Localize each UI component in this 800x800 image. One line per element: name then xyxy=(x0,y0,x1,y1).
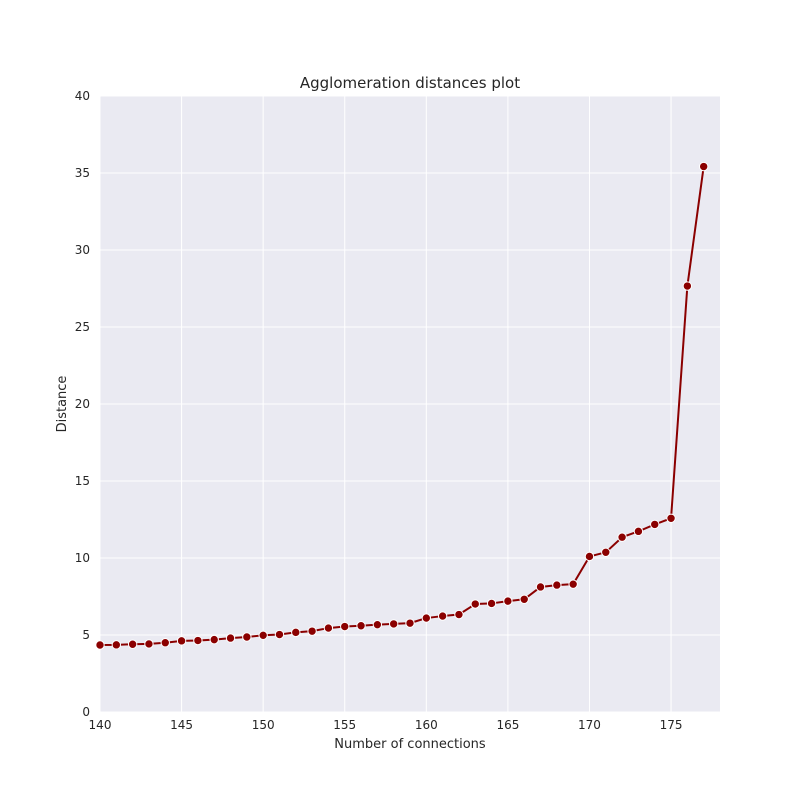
data-point xyxy=(307,626,317,636)
x-tick-label: 145 xyxy=(170,718,193,732)
data-point xyxy=(486,598,497,609)
x-axis-label: Number of connections xyxy=(334,737,486,752)
y-tick-labels: 0 5 10 15 20 25 30 35 40 xyxy=(75,89,90,719)
data-point xyxy=(405,618,415,628)
data-point xyxy=(258,630,268,641)
x-tick-labels: 140 145 150 155 160 165 170 175 xyxy=(89,718,683,732)
y-tick-label: 15 xyxy=(75,474,90,488)
y-tick-label: 20 xyxy=(75,397,90,411)
data-point xyxy=(95,640,105,650)
data-point xyxy=(176,636,187,646)
x-tick-label: 155 xyxy=(333,718,356,732)
x-tick-label: 175 xyxy=(660,718,683,732)
data-point xyxy=(633,526,644,537)
data-point xyxy=(291,627,301,638)
y-tick-label: 0 xyxy=(82,705,90,719)
data-point xyxy=(242,632,252,642)
data-point xyxy=(519,594,529,604)
data-point xyxy=(274,629,285,640)
data-point xyxy=(144,639,154,649)
data-point xyxy=(421,613,432,623)
y-tick-label: 40 xyxy=(75,89,90,103)
data-point xyxy=(437,611,448,621)
series-layer xyxy=(95,161,709,650)
data-point xyxy=(340,621,350,632)
y-grid xyxy=(100,95,720,713)
x-tick-label: 165 xyxy=(496,718,519,732)
x-tick-label: 150 xyxy=(252,718,275,732)
data-point xyxy=(209,634,219,645)
data-point xyxy=(601,547,611,558)
data-point xyxy=(617,532,627,542)
data-point xyxy=(127,639,138,649)
data-point xyxy=(666,513,676,523)
y-tick-label: 5 xyxy=(82,628,90,642)
data-point xyxy=(225,633,236,643)
data-point xyxy=(568,579,578,589)
y-tick-label: 30 xyxy=(75,243,90,257)
data-point xyxy=(372,619,383,630)
data-point xyxy=(535,582,546,592)
x-tick-label: 140 xyxy=(89,718,112,732)
x-tick-label: 170 xyxy=(578,718,601,732)
data-point xyxy=(111,640,122,650)
y-tick-label: 10 xyxy=(75,551,90,565)
data-point xyxy=(503,596,513,606)
data-point xyxy=(388,619,399,629)
chart-title: Agglomeration distances plot xyxy=(300,74,520,92)
data-point xyxy=(193,635,203,646)
data-point xyxy=(454,609,464,620)
x-tick-label: 160 xyxy=(415,718,438,732)
y-axis-label: Distance xyxy=(55,376,70,433)
data-point xyxy=(160,638,170,648)
y-tick-label: 35 xyxy=(75,166,90,180)
data-point xyxy=(682,281,693,291)
data-point xyxy=(323,623,334,633)
data-point xyxy=(650,519,660,530)
data-point xyxy=(356,621,366,631)
data-point xyxy=(552,580,562,590)
data-point xyxy=(584,551,595,562)
data-point xyxy=(698,161,709,172)
data-point xyxy=(470,599,480,609)
y-tick-label: 25 xyxy=(75,320,90,334)
